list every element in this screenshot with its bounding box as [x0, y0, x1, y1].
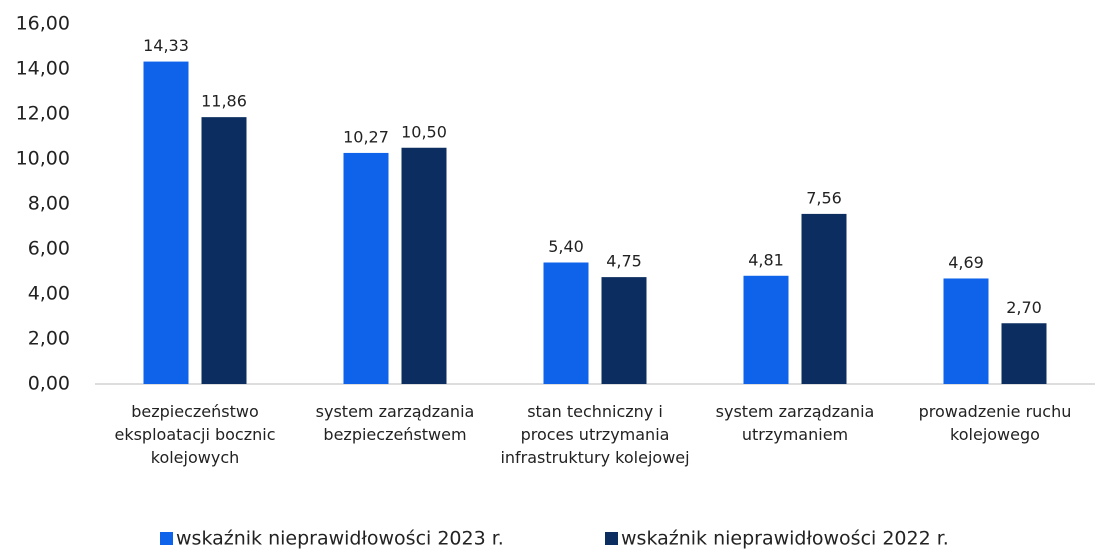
x-tick-label: prowadzenie ruchu kolejowego: [918, 402, 1072, 444]
data-label: 4,75: [606, 252, 642, 271]
y-tick-label: 14,00: [16, 58, 70, 80]
bar: [601, 277, 647, 384]
bar: [1001, 323, 1047, 384]
legend-swatch: [160, 532, 173, 545]
x-tick-label: bezpieczeństwo eksploatacji bocznic kole…: [114, 402, 276, 467]
bar: [201, 117, 247, 385]
bar: [343, 152, 389, 384]
legend-label: wskaźnik nieprawidłowości 2023 r.: [176, 528, 504, 550]
data-label: 4,81: [748, 250, 784, 269]
y-tick-label: 0,00: [28, 373, 70, 395]
data-label: 7,56: [806, 188, 842, 207]
bar: [801, 213, 847, 384]
data-label: 11,86: [201, 92, 247, 111]
y-tick-label: 6,00: [28, 238, 70, 260]
data-label: 4,69: [948, 253, 984, 272]
data-label: 2,70: [1006, 298, 1042, 317]
bar: [743, 275, 789, 384]
data-label: 10,27: [343, 127, 389, 146]
data-label: 10,50: [401, 122, 447, 141]
x-tick-label: system zarządzania bezpieczeństwem: [315, 402, 475, 444]
bar: [401, 147, 447, 384]
bar: [543, 262, 589, 384]
data-label: 14,33: [143, 36, 189, 55]
x-tick-label: stan techniczny i proces utrzymania infr…: [500, 402, 690, 467]
legend-label: wskaźnik nieprawidłowości 2022 r.: [621, 528, 949, 550]
legend-swatch: [605, 532, 618, 545]
bar: [143, 61, 189, 384]
bar: [943, 278, 989, 384]
y-tick-label: 8,00: [28, 193, 70, 215]
y-tick-label: 2,00: [28, 328, 70, 350]
y-tick-label: 10,00: [16, 148, 70, 170]
y-tick-label: 4,00: [28, 283, 70, 305]
data-label: 5,40: [548, 237, 584, 256]
x-tick-label: system zarządzania utrzymaniem: [715, 402, 875, 444]
y-tick-label: 16,00: [16, 13, 70, 35]
y-tick-label: 12,00: [16, 103, 70, 125]
